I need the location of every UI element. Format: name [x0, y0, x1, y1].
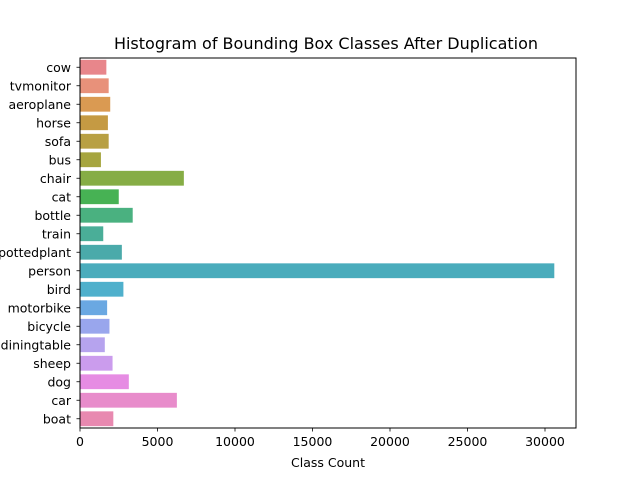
bar-bottle — [80, 207, 133, 223]
bar-boat — [80, 411, 114, 427]
y-tick-label: sofa — [45, 134, 71, 149]
bar-sheep — [80, 355, 113, 371]
x-tick-label: 25000 — [448, 434, 488, 449]
bar-dog — [80, 374, 129, 390]
x-tick-label: 30000 — [525, 434, 565, 449]
bar-bird — [80, 281, 124, 297]
x-tick-label: 20000 — [370, 434, 410, 449]
x-axis-ticks: 0 5000 10000 15000 20000 25000 30000 — [76, 428, 565, 449]
y-tick-label: cat — [52, 189, 72, 204]
bar-person — [80, 263, 555, 279]
y-tick-label: horse — [36, 115, 71, 130]
bar-motorbike — [80, 300, 108, 316]
bar-car — [80, 392, 177, 408]
y-tick-label: bird — [47, 282, 71, 297]
y-tick-label: train — [42, 226, 71, 241]
bar-diningtable — [80, 337, 105, 353]
x-tick-label: 15000 — [293, 434, 333, 449]
bar-chair — [80, 170, 184, 186]
bar-tvmonitor — [80, 78, 109, 94]
bar-bus — [80, 152, 101, 168]
bar-cat — [80, 189, 119, 205]
y-tick-label: dog — [47, 374, 71, 389]
x-tick-label: 10000 — [215, 434, 255, 449]
y-tick-label: car — [51, 393, 72, 408]
x-tick-label: 5000 — [142, 434, 174, 449]
bar-train — [80, 226, 104, 242]
chart-title: Histogram of Bounding Box Classes After … — [114, 34, 538, 53]
x-axis-label: Class Count — [291, 455, 365, 470]
y-tick-label: bicycle — [27, 319, 71, 334]
bar-cow — [80, 59, 107, 75]
y-axis-ticks: cow tvmonitor aeroplane horse sofa bus chair ca… — [0, 60, 80, 426]
y-tick-label: boat — [43, 411, 71, 426]
y-tick-label: pottedplant — [0, 245, 71, 260]
y-tick-label: bottle — [34, 208, 71, 223]
y-tick-label: chair — [40, 171, 72, 186]
y-tick-label: sheep — [33, 356, 71, 371]
bar-horse — [80, 115, 108, 131]
y-tick-label: person — [28, 263, 71, 278]
bar-aeroplane — [80, 96, 111, 112]
bar-bicycle — [80, 318, 110, 334]
y-tick-label: bus — [49, 152, 71, 167]
y-tick-label: cow — [46, 60, 71, 75]
bar-sofa — [80, 133, 109, 149]
bars-group — [80, 59, 555, 427]
y-tick-label: aeroplane — [8, 97, 71, 112]
y-tick-label: tvmonitor — [10, 78, 72, 93]
bar-pottedplant — [80, 244, 122, 260]
x-tick-label: 0 — [76, 434, 84, 449]
plot-frame — [79, 57, 577, 429]
y-tick-label: motorbike — [8, 300, 72, 315]
y-tick-label: diningtable — [1, 337, 72, 352]
